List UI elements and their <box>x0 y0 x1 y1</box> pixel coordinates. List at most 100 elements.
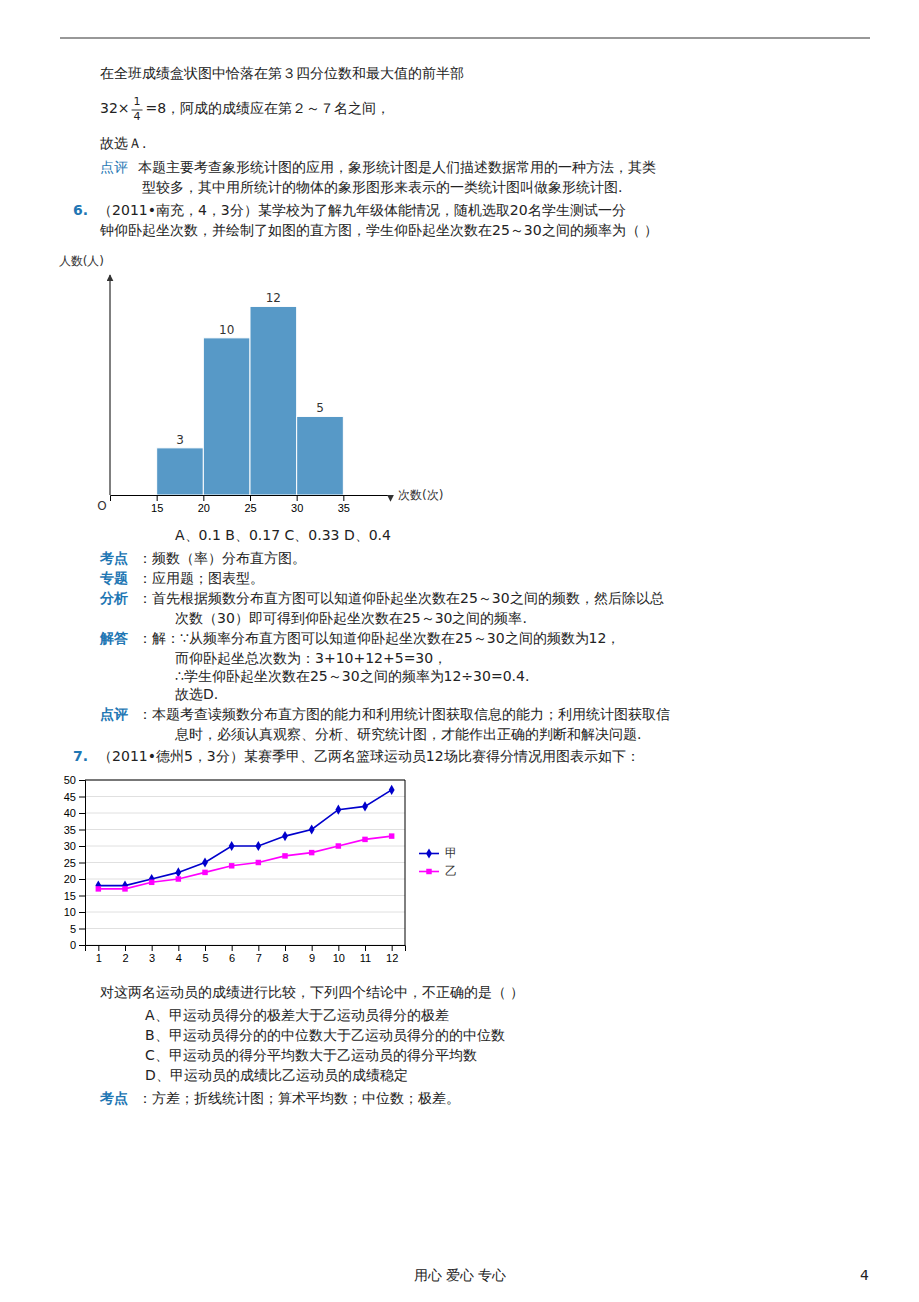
tick: 0 <box>70 939 85 951</box>
bar <box>157 448 204 495</box>
series-line <box>98 836 391 889</box>
legend-label: 甲 <box>445 846 457 860</box>
tick: 30 <box>291 495 303 514</box>
text-line: 型较多，其中用所统计的物体的象形图形来表示的一类统计图叫做象形统计图. <box>142 179 622 195</box>
text-line: ：方差；折线统计图；算术平均数；中位数；极差。 <box>138 1090 460 1106</box>
text-line: A、0.1 B、0.17 C、0.33 D、0.4 <box>175 527 391 543</box>
data-label: 3 <box>176 433 184 447</box>
tick: 20 <box>64 873 85 885</box>
y-axis-title: 人数(人) <box>59 254 104 268</box>
tick-label: 45 <box>64 791 76 803</box>
tick-mark <box>258 945 259 951</box>
axis-line <box>79 781 86 946</box>
tick: 50 <box>64 774 85 786</box>
tick: 35 <box>338 495 350 514</box>
tick: 20 <box>198 495 210 514</box>
top-rule <box>60 37 870 38</box>
grid-line <box>85 829 405 830</box>
tick-mark <box>285 945 286 951</box>
tick: 1 <box>96 945 102 964</box>
text-line: 对这两名运动员的成绩进行比较，下列四个结论中，不正确的是（ ） <box>100 984 524 1000</box>
tick: 10 <box>64 906 85 918</box>
tick-label: 3 <box>149 952 155 964</box>
text-line: ∴学生仰卧起坐次数在25～30之间的频率为12÷30=0.4. <box>175 668 529 684</box>
text-line: =8，阿成的成绩应在第２～７名之间， <box>146 100 391 116</box>
point <box>335 805 341 815</box>
tick: 9 <box>309 945 315 964</box>
frame <box>405 780 406 945</box>
point <box>362 801 368 811</box>
tick-label: 35 <box>64 824 76 836</box>
tick-mark <box>178 945 179 951</box>
point <box>149 874 155 884</box>
bar <box>297 416 344 495</box>
tick-mark <box>338 945 339 951</box>
bar <box>203 338 250 495</box>
grid-line <box>85 912 405 913</box>
tick-mark <box>343 495 344 501</box>
text-line: ：本题考查读频数分布直方图的能力和利用统计图获取信息的能力；利用统计图获取信 <box>138 706 670 722</box>
line-chart: 12345678910111205101520253035404550甲乙 <box>64 774 457 964</box>
text-line: 6. <box>73 202 88 218</box>
grid-line <box>85 879 405 880</box>
tick: 4 <box>176 945 182 964</box>
point <box>229 841 235 851</box>
tick-label: 2 <box>122 952 128 964</box>
tick: 15 <box>151 495 163 514</box>
tick: 3 <box>149 945 155 964</box>
text-line: ：应用题；图表型。 <box>138 570 264 586</box>
tick-label: 40 <box>64 807 76 819</box>
tick-mark <box>79 813 85 814</box>
point <box>122 881 128 891</box>
data-label: 10 <box>219 323 234 337</box>
tick-mark <box>79 846 85 847</box>
tick-label: 15 <box>151 502 163 514</box>
text-line: 在全班成绩盒状图中恰落在第３四分位数和最大值的前半部 <box>100 65 464 81</box>
text-line: 考点 <box>99 550 128 566</box>
tick: 5 <box>202 945 208 964</box>
fraction-numerator: 1 <box>134 95 141 108</box>
text-line: B、甲运动员得分的的中位数大于乙运动员得分的的中位数 <box>145 1027 505 1043</box>
text-line: 点评 <box>100 706 128 722</box>
tick: 11 <box>360 945 371 964</box>
grid-line <box>85 895 405 896</box>
tick: 7 <box>256 945 262 964</box>
text-line: 故选D. <box>175 686 218 702</box>
tick-label: 6 <box>229 952 235 964</box>
tick-mark <box>79 879 85 880</box>
tick-mark <box>79 929 85 930</box>
tick-mark <box>79 863 85 864</box>
tick-mark <box>365 945 366 951</box>
tick-mark <box>79 912 85 913</box>
text-line: 息时，必须认真观察、分析、研究统计图，才能作出正确的判断和解决问题. <box>174 726 641 742</box>
point <box>96 886 101 891</box>
histogram: 1520253035310125人数(人)次数(次)O <box>59 254 444 514</box>
tick-label: 1 <box>96 952 102 964</box>
legend-label: 乙 <box>445 864 457 878</box>
axis-line <box>111 496 391 502</box>
tick-mark <box>392 945 393 951</box>
grid-line <box>85 796 405 797</box>
text-line: C、甲运动员的得分平均数大于乙运动员的得分平均数 <box>145 1047 477 1063</box>
tick: 15 <box>64 890 85 902</box>
tick-label: 4 <box>176 952 182 964</box>
point <box>229 863 234 868</box>
tick-label: 0 <box>70 939 76 951</box>
axis-line <box>86 946 406 952</box>
tick: 30 <box>64 840 85 852</box>
tick: 5 <box>70 923 85 935</box>
text-line: 而仰卧起坐总次数为：3+10+12+5=30， <box>175 650 447 666</box>
tick-label: 30 <box>64 840 76 852</box>
fraction-denominator: 4 <box>134 110 141 123</box>
tick-mark <box>79 830 85 831</box>
tick-mark <box>203 495 204 501</box>
grid <box>85 780 405 945</box>
point <box>389 833 394 838</box>
text-line: ：频数（率）分布直方图。 <box>138 550 306 566</box>
series <box>95 785 394 892</box>
tick: 10 <box>333 945 345 964</box>
page-text: 在全班成绩盒状图中恰落在第３四分位数和最大值的前半部32×14=8，阿成的成绩应… <box>73 65 869 1283</box>
tick-mark <box>232 945 233 951</box>
point <box>149 880 154 885</box>
tick-label: 20 <box>198 502 210 514</box>
